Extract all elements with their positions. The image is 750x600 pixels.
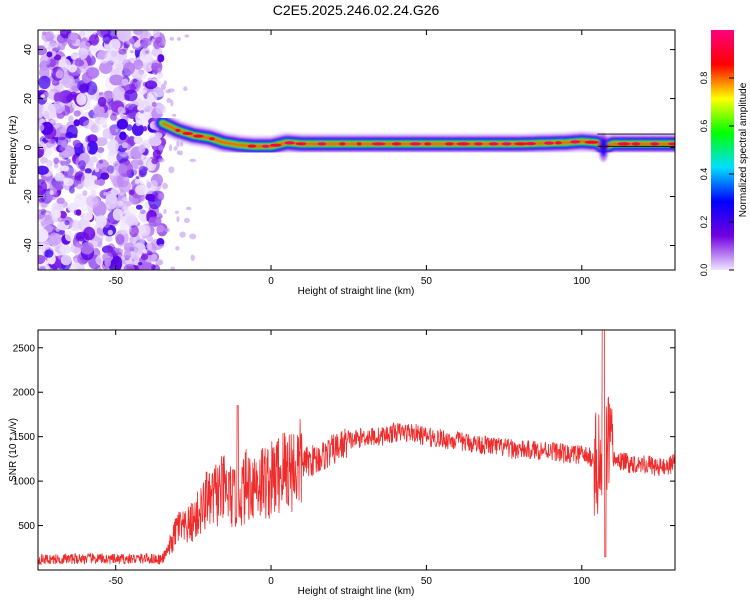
spectral-ridge — [152, 113, 675, 162]
colorbar: 0.0 0.2 0.4 0.6 0.8 Normalized spectral ampl… — [699, 30, 749, 276]
spectrogram-frame — [37, 29, 676, 271]
x-tick-label: 0 — [268, 576, 274, 587]
snr-y-label: SNR (10 * v/v) — [8, 418, 19, 482]
y-tick-label: -20 — [23, 189, 34, 204]
colorbar-ticks: 0.0 0.2 0.4 0.6 0.8 — [699, 72, 734, 277]
x-tick-label: -50 — [108, 276, 123, 287]
colorbar-gradient — [711, 30, 734, 270]
spectrogram-panel: -50 0 50 100 -40 -20 0 20 40 Height of straight … — [8, 29, 676, 297]
colorbar-tick-label: 0.6 — [699, 120, 709, 133]
x-tick-label: 50 — [421, 276, 433, 287]
spectrogram-image — [38, 30, 675, 270]
x-tick-label: 0 — [268, 276, 274, 287]
snr-frame — [37, 329, 676, 571]
snr-x-label: Height of straight line (km) — [298, 586, 415, 597]
x-tick-label: 50 — [421, 576, 433, 587]
spectrogram-x-label: Height of straight line (km) — [298, 286, 415, 297]
colorbar-label: Normalized spectral amplitude — [738, 82, 749, 217]
y-tick-label: -40 — [23, 238, 34, 253]
snr-plot-area — [38, 330, 675, 566]
noise-region — [38, 30, 197, 270]
figure-title: C2E5.2025.246.02.24.G26 — [273, 2, 440, 18]
y-tick-label: 1000 — [13, 477, 36, 488]
y-tick-label: 20 — [23, 93, 34, 105]
y-tick-label: 2500 — [13, 343, 36, 354]
snr-axes: -50 0 50 100 500 1000 1500 2000 2500 — [13, 330, 675, 587]
y-tick-label: 40 — [23, 44, 34, 56]
spectrogram-y-label: Frequency (Hz) — [8, 116, 19, 185]
y-tick-label: 500 — [18, 521, 35, 532]
snr-panel: -50 0 50 100 500 1000 1500 2000 2500 Height of s… — [8, 329, 676, 597]
x-tick-label: 100 — [573, 576, 590, 587]
colorbar-tick-label: 0.8 — [699, 72, 709, 85]
colorbar-tick-label: 0.0 — [699, 264, 709, 277]
y-tick-label: 2000 — [13, 388, 36, 399]
colorbar-tick-label: 0.4 — [699, 168, 709, 181]
x-tick-label: 100 — [573, 276, 590, 287]
spectrogram-axes: -50 0 50 100 -40 -20 0 20 40 — [23, 30, 675, 287]
colorbar-tick-label: 0.2 — [699, 216, 709, 229]
y-tick-label: 1500 — [13, 432, 36, 443]
y-tick-label: 0 — [23, 144, 34, 150]
x-tick-label: -50 — [108, 576, 123, 587]
snr-series-line — [38, 330, 675, 566]
